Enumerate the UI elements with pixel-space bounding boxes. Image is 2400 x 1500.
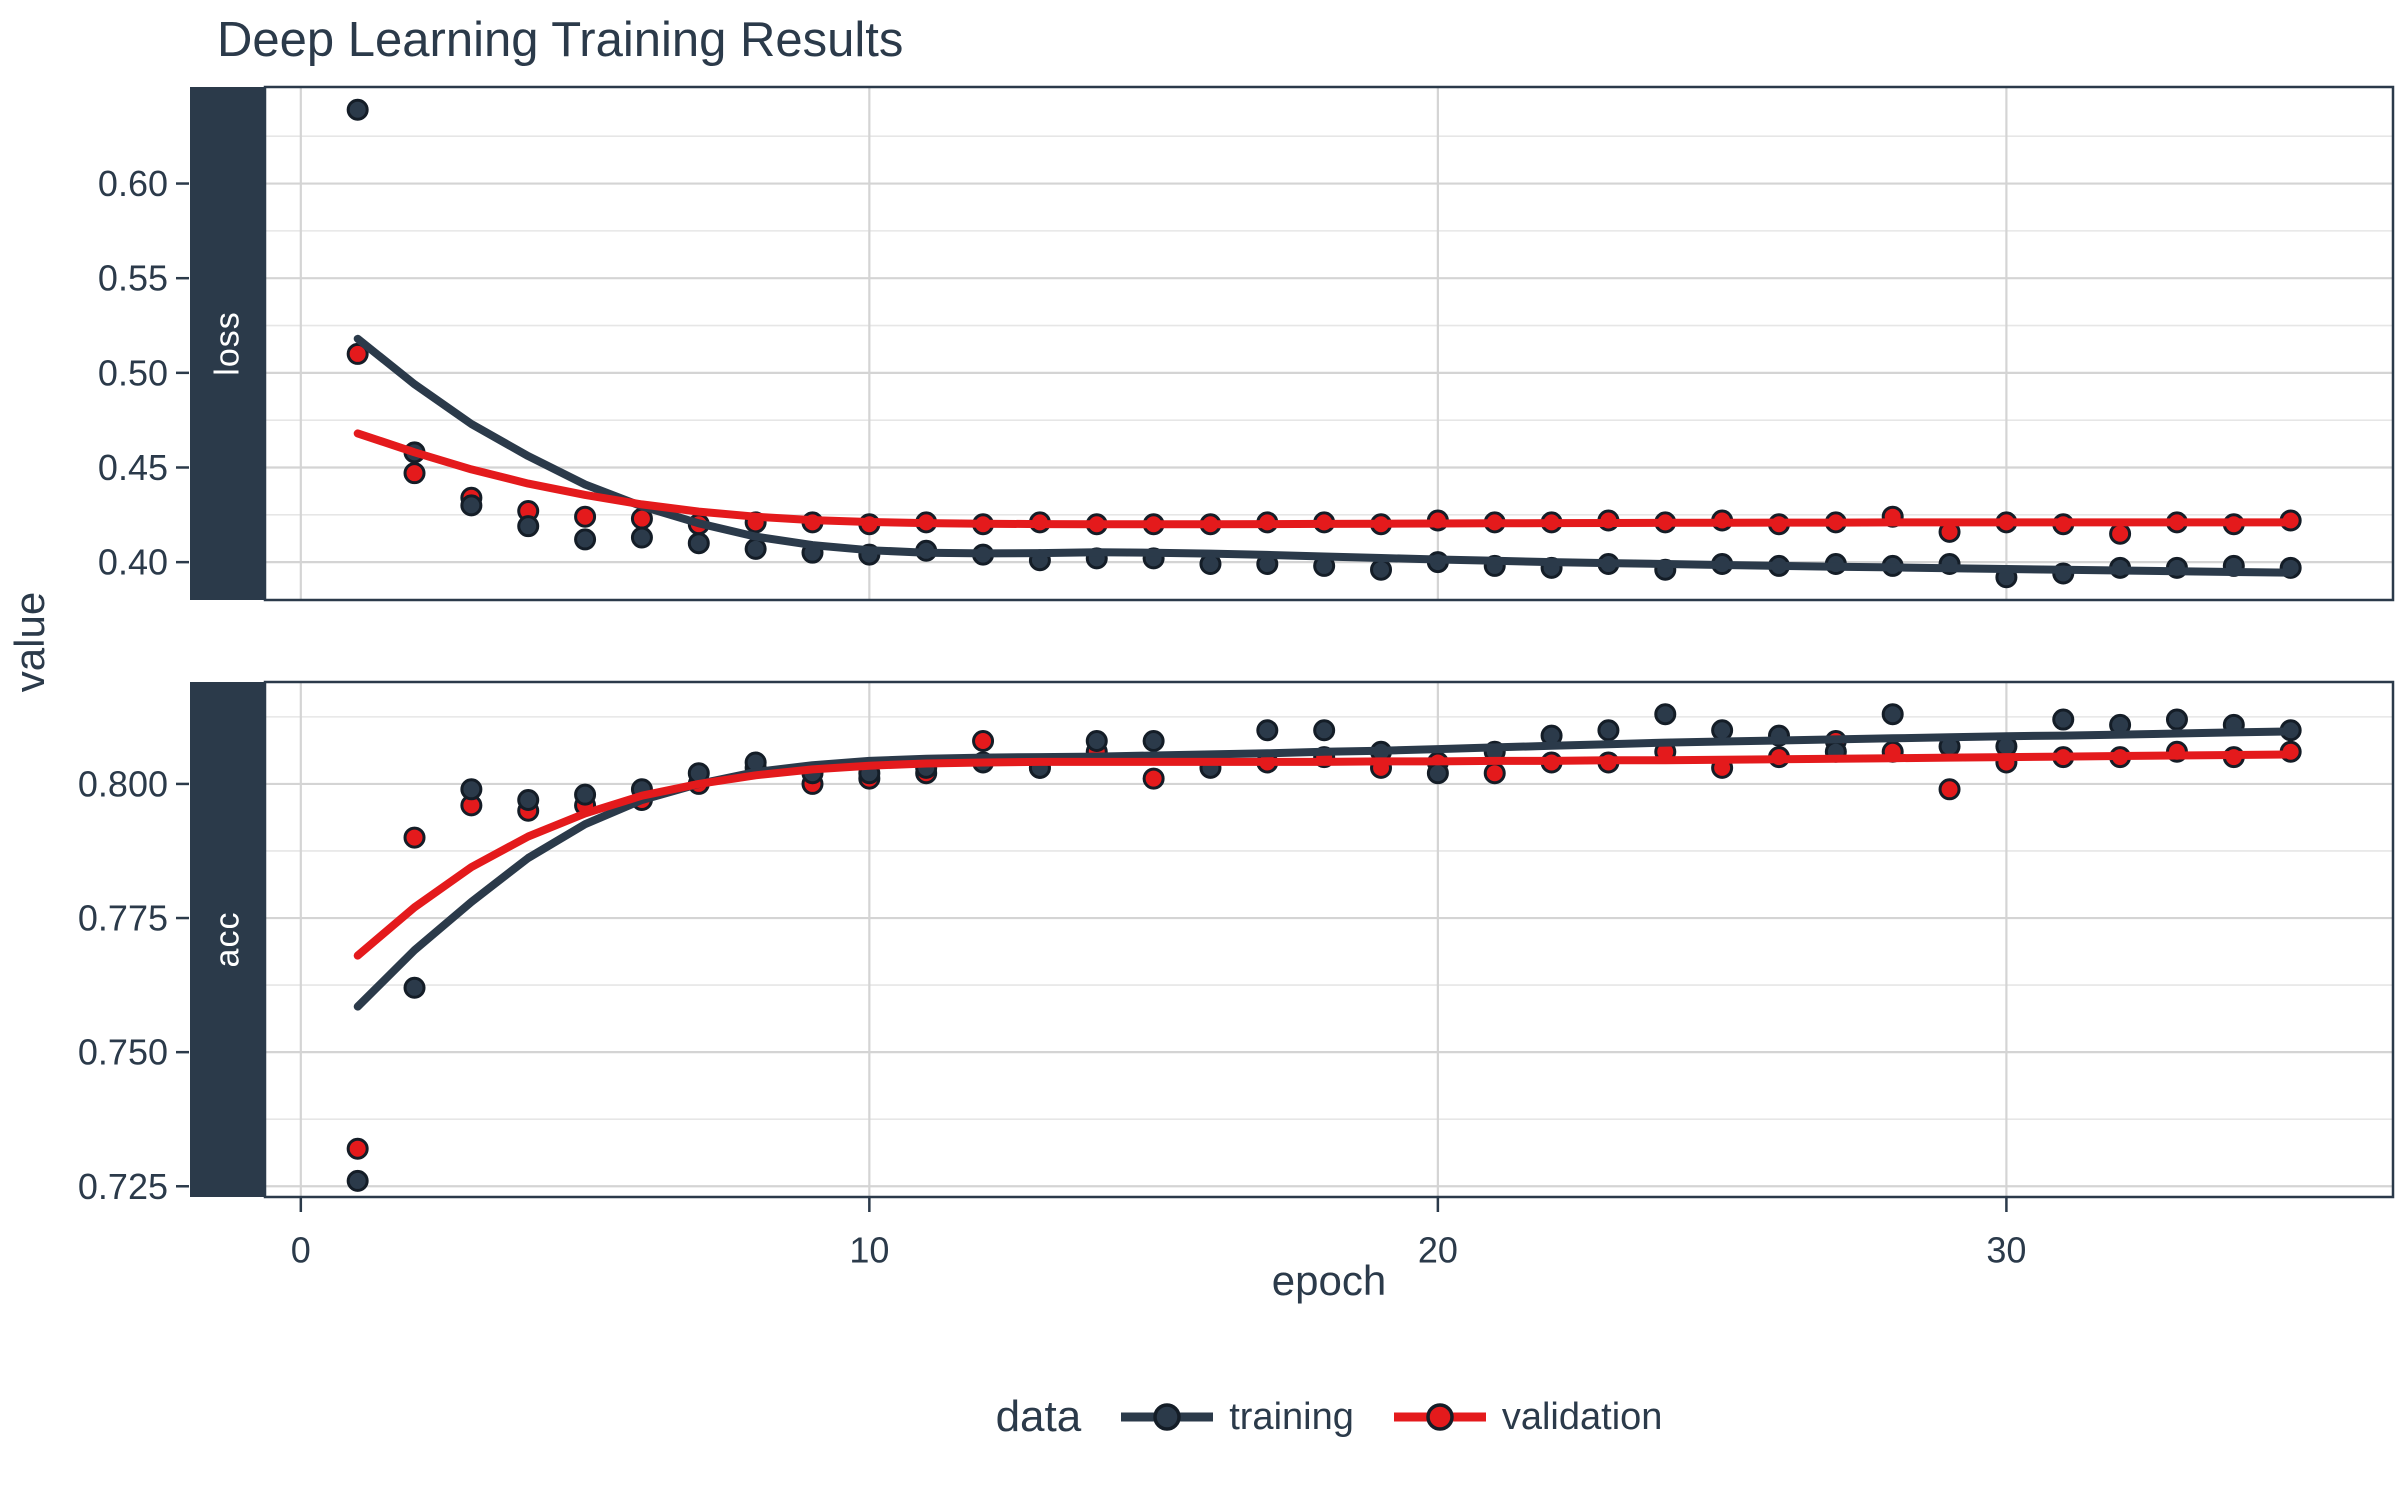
- facet-strip-acc: acc: [190, 682, 266, 1197]
- x-tick-label: 10: [849, 1229, 889, 1270]
- data-point-validation: [2109, 522, 2132, 545]
- data-point-validation: [972, 730, 995, 753]
- y-tick-label: 0.55: [98, 258, 168, 299]
- data-point-training: [1426, 762, 1449, 785]
- data-point-training: [1313, 719, 1336, 742]
- legend-item-validation-label: validation: [1501, 1395, 1663, 1438]
- y-tick-label: 0.45: [98, 447, 168, 488]
- y-tick-label: 0.800: [78, 763, 168, 804]
- data-point-training: [687, 532, 710, 555]
- y-tick-label: 0.60: [98, 163, 168, 204]
- legend-item-validation: validation: [1392, 1395, 1663, 1439]
- data-point-training: [1085, 730, 1108, 753]
- legend: data training validation: [265, 1385, 2393, 1449]
- y-tick-label: 0.775: [78, 898, 168, 939]
- data-point-training: [1711, 719, 1734, 742]
- y-tick-label: 0.750: [78, 1032, 168, 1073]
- y-tick-label: 0.50: [98, 352, 168, 393]
- data-point-validation: [403, 826, 426, 849]
- data-point-training: [574, 783, 597, 806]
- legend-item-training: training: [1119, 1396, 1354, 1439]
- smooth-line-training: [353, 334, 2295, 577]
- data-point-validation: [1483, 762, 1506, 785]
- data-point-validation: [1938, 778, 1961, 801]
- data-point-training: [517, 789, 540, 812]
- data-point-training: [517, 515, 540, 538]
- x-tick-label: 20: [1418, 1229, 1458, 1270]
- panel-border: [263, 85, 2395, 602]
- data-point-training: [460, 778, 483, 801]
- data-point-validation: [1142, 767, 1165, 790]
- data-point-training: [1654, 703, 1677, 726]
- chart-title: Deep Learning Training Results: [217, 13, 904, 67]
- data-point-training: [1256, 719, 1279, 742]
- data-point-validation: [574, 505, 597, 528]
- legend-item-training-label: training: [1229, 1395, 1354, 1438]
- y-tick-label: 0.40: [98, 542, 168, 583]
- x-tick-label: 0: [291, 1229, 311, 1270]
- x-axis-title: epoch: [1271, 1257, 1387, 1304]
- facet-strip-loss: loss: [190, 87, 266, 600]
- data-point-validation: [346, 1137, 369, 1160]
- x-tick-label: 30: [1986, 1229, 2026, 1270]
- data-point-training: [1142, 730, 1165, 753]
- data-point-validation: [346, 342, 369, 365]
- training-key-icon: [1121, 1403, 1214, 1431]
- validation-key-icon: [1393, 1403, 1486, 1431]
- data-point-training: [2052, 708, 2075, 731]
- data-point-training: [574, 528, 597, 551]
- data-point-training: [460, 494, 483, 517]
- data-point-training: [346, 1169, 369, 1192]
- data-point-validation: [403, 462, 426, 485]
- smooth-line-validation: [353, 429, 2295, 529]
- data-point-training: [630, 526, 653, 549]
- panel-border: [263, 680, 2395, 1199]
- data-point-training: [744, 537, 767, 560]
- smooth-line-validation: [353, 750, 2295, 960]
- data-point-training: [1881, 703, 1904, 726]
- data-point-training: [1370, 558, 1393, 581]
- smooth-line-training: [353, 727, 2295, 1011]
- data-point-training: [1597, 719, 1620, 742]
- data-point-training: [2165, 708, 2188, 731]
- data-point-training: [403, 976, 426, 999]
- data-point-training: [346, 98, 369, 121]
- legend-title: data: [995, 1392, 1082, 1441]
- y-tick-label: 0.725: [78, 1166, 168, 1207]
